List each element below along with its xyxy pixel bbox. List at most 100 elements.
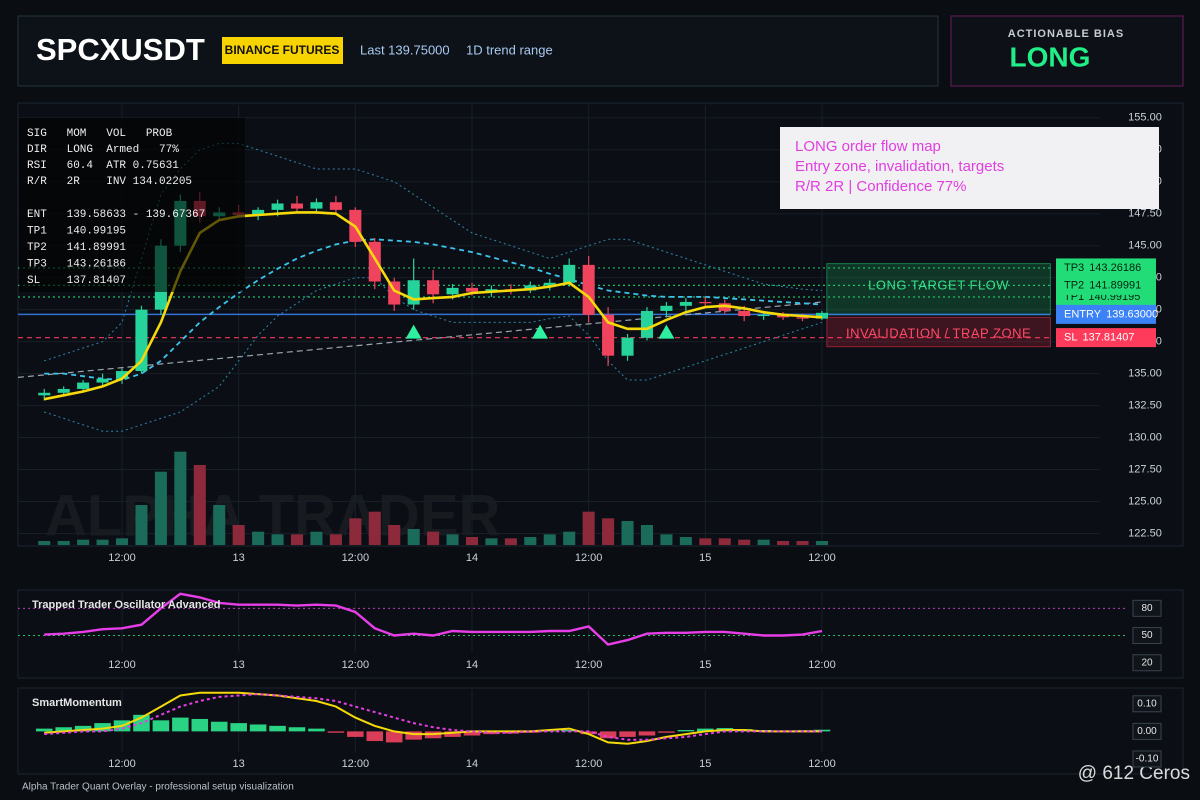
level-price: 139.63000 [1106,308,1158,320]
volume-bar [602,518,615,545]
zone [826,263,1051,316]
momentum-bar [249,724,267,732]
x-tick-label: 12:00 [342,758,370,770]
stats-line: DIR LONG Armed 77% [27,144,179,156]
momentum-bar [638,731,656,736]
candle-body [621,337,634,356]
y-tick-label: -0.10 [1136,754,1159,765]
x-tick-label: 12:00 [575,552,603,564]
volume-bar [57,541,70,545]
y-tick-box [1132,654,1162,672]
momentum-bar [210,721,228,732]
candle-body [329,202,342,210]
x-tick-label: 12:00 [108,552,136,564]
momentum-bar [269,725,286,732]
volume-bar [407,529,420,545]
level-name: SL [1064,332,1077,344]
bias-label: ACTIONABLE BIAS [1008,28,1124,40]
momentum-bar [541,730,559,732]
volume-bar [193,465,206,545]
stats-line: R/R 2R INV 134.02205 [27,176,192,188]
momentum-bar [463,731,481,736]
x-tick-label: 12:00 [808,758,836,770]
x-tick-label: 13 [233,552,245,564]
x-tick-label: 12:00 [342,659,370,671]
momentum-bar [308,728,325,732]
y-tick-box [1132,627,1162,645]
volume-bar [621,521,634,545]
momentum-bar [444,731,461,737]
x-tick-label: 12:00 [808,552,836,564]
momentum-bar [677,730,695,732]
candle-body [543,282,556,286]
signal-marker [532,324,549,339]
x-tick-label: 15 [699,758,711,770]
momentum-line [44,691,822,745]
volume-bar [796,541,809,545]
range: 1D trend range [466,42,553,57]
y-tick-label: 130.00 [1128,431,1162,443]
volume-bar [777,541,790,545]
symbol: SPCXUSDT [36,32,205,67]
y-tick-label: 135.00 [1128,368,1162,380]
momentum-bar [191,718,209,732]
y-tick-label: 0.10 [1137,698,1157,709]
volume-bar [271,534,284,545]
y-tick-label: 20 [1141,657,1153,668]
x-tick-label: 14 [466,552,478,564]
momentum-bar [366,731,384,742]
oscillator-panel [17,589,1184,679]
x-tick-label: 15 [699,552,711,564]
volume-bar [154,471,167,545]
candle-body [582,264,595,315]
x-tick-label: 13 [233,758,245,770]
signal-marker [405,324,422,339]
candle-body [602,314,615,356]
bias-box [950,15,1184,87]
stats-line: ENT 139.58633 - 139.67367 [27,209,205,221]
x-tick-label: 12:00 [108,758,136,770]
stats-line: SIG MOM VOL PROB [27,128,173,140]
level-name: TP3 [1064,262,1084,274]
momentum-bar [74,725,92,732]
x-tick-label: 12:00 [575,758,603,770]
y-tick-label: 155.00 [1128,112,1162,124]
y-tick-label: 50 [1141,630,1153,641]
y-tick-label: 145.00 [1128,240,1162,252]
zone-label: LONG TARGET FLOW [868,278,1009,293]
candle-body [115,371,129,379]
volume-bar [446,534,459,545]
stats-panel [19,118,245,292]
level-price: 137.81407 [1082,332,1134,344]
candle-body [465,287,479,292]
y-tick-box [1132,750,1162,768]
x-tick-label: 14 [466,758,478,770]
volume-bar [465,537,479,545]
momentum-bar [152,720,170,732]
x-tick-label: 13 [233,659,245,671]
level-box [1056,328,1156,348]
candle-body [640,310,654,338]
momentum-bar [288,727,306,732]
volume-bar [115,538,129,545]
level-tag: SL 137.81407 [1064,332,1134,344]
annotation-box [780,127,1159,209]
zone-label: INVALIDATION / TRAP ZONE [846,325,1031,340]
level-tag: TP3 143.26186 [1064,262,1141,274]
trend-line [17,301,823,378]
momentum-bar [94,723,111,732]
momentum-bar [385,731,403,743]
stats-line: TP2 141.89991 [27,242,126,254]
candle-body [290,203,304,209]
candle-body [252,209,265,215]
candle-body [38,392,51,396]
stats-line: TP1 140.99195 [27,225,126,237]
level-box [1056,258,1156,278]
signal-marker [658,324,675,339]
x-tick-label: 15 [699,659,711,671]
candle-body [427,280,440,295]
candle-body [271,203,284,210]
candle-body [757,314,770,317]
level-box [1056,275,1156,295]
